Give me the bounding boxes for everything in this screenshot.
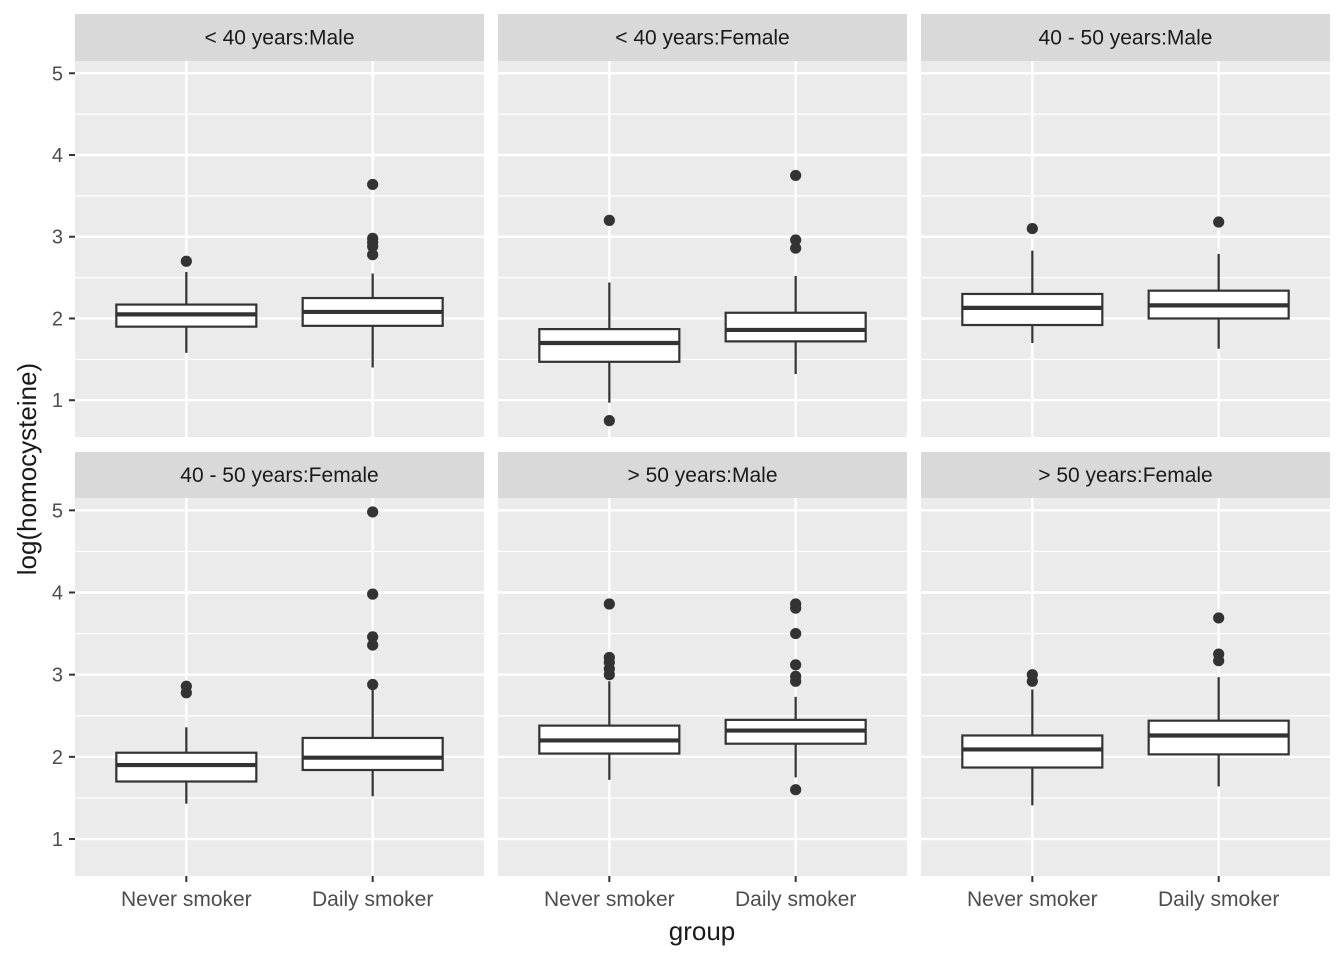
facet-panel: > 50 years:Female <box>921 452 1330 876</box>
outlier-point <box>603 415 615 427</box>
panel-background <box>75 61 484 437</box>
facet-panel: < 40 years:Male <box>75 14 484 437</box>
x-tick-label: Daily smoker <box>312 888 433 911</box>
boxplot-daily-smoker <box>724 169 867 375</box>
boxplot-daily-smoker <box>301 178 444 368</box>
outlier-point <box>790 627 802 640</box>
facet-title: > 50 years:Female <box>1038 464 1213 487</box>
y-tick-label: 3 <box>52 665 63 687</box>
boxplot-daily-smoker <box>1147 216 1290 349</box>
outlier-point <box>1213 612 1225 624</box>
x-tick-label: Never smoker <box>544 888 675 911</box>
outlier-point <box>180 680 192 692</box>
facet-title: 40 - 50 years:Male <box>1039 27 1213 50</box>
y-tick-label: 4 <box>52 145 63 167</box>
outlier-point <box>367 588 379 600</box>
outlier-point <box>790 670 802 682</box>
boxplot-never-smoker <box>961 669 1104 806</box>
outlier-point <box>367 232 379 244</box>
panel-background <box>498 61 907 437</box>
facet-title: 40 - 50 years:Female <box>180 464 378 487</box>
x-tick-label: Never smoker <box>967 888 1098 911</box>
y-tick-label: 2 <box>52 747 63 769</box>
panel-background <box>921 498 1330 876</box>
facet-panels: < 40 years:Male < 40 years:Female 40 - 50 … <box>75 14 1330 876</box>
iqr-box <box>301 736 444 772</box>
panel-background <box>921 61 1330 437</box>
outlier-point <box>790 784 802 796</box>
outlier-point <box>367 249 379 261</box>
x-tick-label: Never smoker <box>121 888 252 911</box>
outlier-point <box>1026 669 1038 681</box>
x-tick-label: Daily smoker <box>735 888 856 911</box>
outlier-point <box>1026 222 1038 235</box>
boxplot-daily-smoker <box>301 506 444 797</box>
y-tick-label: 3 <box>52 227 63 249</box>
iqr-box <box>724 311 867 343</box>
outlier-point <box>790 242 802 254</box>
boxplot-never-smoker <box>538 598 681 780</box>
facet-panel: > 50 years:Male <box>498 452 907 876</box>
facet-strip <box>921 14 1330 61</box>
facet-panel: 40 - 50 years:Female <box>75 452 484 876</box>
outlier-point <box>790 598 802 610</box>
outlier-point <box>367 678 379 691</box>
outlier-point <box>367 631 379 643</box>
outlier-point <box>603 651 615 664</box>
outlier-point <box>367 639 379 651</box>
boxplot-daily-smoker <box>1147 612 1290 787</box>
facet-panel: < 40 years:Female <box>498 14 907 437</box>
outlier-point <box>367 506 379 518</box>
outlier-point <box>1213 216 1225 228</box>
y-tick-label: 1 <box>52 829 63 851</box>
boxplot-never-smoker <box>538 214 681 427</box>
x-tick-label: Daily smoker <box>1158 888 1279 911</box>
outlier-point <box>603 214 615 226</box>
y-tick-label: 5 <box>52 63 63 85</box>
iqr-box <box>538 328 681 363</box>
outlier-point <box>790 659 802 671</box>
outlier-point <box>790 169 802 182</box>
facet-strip <box>75 452 484 498</box>
panel-background <box>498 498 907 876</box>
y-tick-label: 2 <box>52 308 63 330</box>
facet-panel: 40 - 50 years:Male <box>921 14 1330 437</box>
facet-title: < 40 years:Female <box>615 27 790 50</box>
facet-title: < 40 years:Male <box>205 27 355 50</box>
outlier-point <box>367 178 379 191</box>
panel-background <box>75 498 484 876</box>
y-tick-label: 1 <box>52 390 63 412</box>
boxplot-never-smoker <box>115 255 258 353</box>
boxplot-never-smoker <box>115 680 258 804</box>
facet-strip <box>921 452 1330 498</box>
outlier-point <box>790 234 802 246</box>
outlier-point <box>603 598 615 610</box>
x-axis-title: group <box>669 916 736 946</box>
y-axis: 1 2 3 4 5 1 2 3 4 5 <box>52 63 75 851</box>
boxplot-never-smoker <box>961 222 1104 343</box>
outlier-point <box>1213 648 1225 660</box>
boxplot-daily-smoker <box>724 598 867 796</box>
facet-strip <box>498 452 907 498</box>
y-tick-label: 5 <box>52 500 63 522</box>
outlier-point <box>180 255 192 267</box>
facet-title: > 50 years:Male <box>628 464 778 487</box>
facet-strip <box>75 14 484 61</box>
facet-strip <box>498 14 907 61</box>
y-axis-title: log(homocysteine) <box>12 363 42 575</box>
x-axis: Never smoker Daily smoker Never smoker Dail… <box>121 876 1279 911</box>
y-tick-label: 4 <box>52 583 63 605</box>
